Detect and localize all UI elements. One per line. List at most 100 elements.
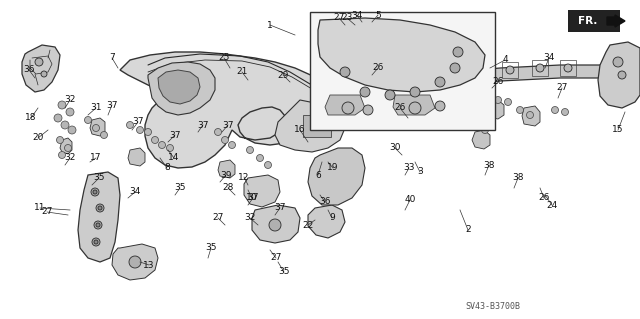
Circle shape [360,87,370,97]
Circle shape [264,161,271,168]
Text: 8: 8 [164,164,170,173]
Circle shape [35,58,43,66]
Circle shape [342,102,354,114]
Polygon shape [342,18,430,88]
Text: 25: 25 [218,54,230,63]
Circle shape [228,142,236,149]
Text: 17: 17 [90,153,102,162]
Bar [303,115,331,137]
Circle shape [340,67,350,77]
Polygon shape [393,95,435,115]
Text: 37: 37 [197,121,209,130]
Polygon shape [158,70,200,104]
Polygon shape [275,100,345,152]
Text: 31: 31 [90,103,102,113]
Circle shape [269,219,281,231]
Text: 27: 27 [42,207,52,217]
Text: 15: 15 [612,125,624,135]
Text: 32: 32 [64,153,76,162]
Circle shape [552,107,559,114]
Text: 34: 34 [543,54,555,63]
Text: 26: 26 [372,63,384,72]
Text: 35: 35 [205,243,217,253]
Circle shape [58,101,66,109]
Circle shape [385,90,395,100]
Text: 1: 1 [267,20,273,29]
Circle shape [561,108,568,115]
Circle shape [96,223,100,227]
Polygon shape [128,148,145,166]
Circle shape [481,127,488,133]
Polygon shape [78,172,120,262]
Circle shape [506,66,514,74]
Circle shape [68,126,76,134]
Text: 37: 37 [247,194,259,203]
Text: 9: 9 [329,213,335,222]
Text: 36: 36 [319,197,331,206]
Text: 36: 36 [23,65,35,75]
Text: 37: 37 [169,130,180,139]
Polygon shape [325,35,350,72]
Circle shape [145,129,152,136]
Text: 3: 3 [417,167,423,176]
Circle shape [504,99,511,106]
Text: 35: 35 [278,268,290,277]
Text: 14: 14 [168,153,180,162]
Text: 19: 19 [327,164,339,173]
Text: 24: 24 [547,201,557,210]
Circle shape [363,105,373,115]
Circle shape [453,47,463,57]
Circle shape [516,107,524,114]
Polygon shape [325,95,365,115]
Circle shape [435,101,445,111]
Text: 26: 26 [492,78,504,86]
Circle shape [92,238,100,246]
Polygon shape [318,18,485,92]
Text: 38: 38 [512,174,524,182]
Circle shape [93,190,97,194]
Circle shape [495,97,502,103]
Circle shape [166,145,173,152]
Text: 37: 37 [106,100,118,109]
Polygon shape [90,118,105,136]
Text: 5: 5 [375,11,381,19]
Circle shape [484,92,492,99]
Circle shape [410,87,420,97]
Circle shape [93,124,99,131]
Circle shape [100,131,108,138]
Circle shape [221,137,228,144]
Text: 10: 10 [246,194,258,203]
Polygon shape [308,205,345,238]
Text: 18: 18 [25,114,36,122]
Bar [310,12,495,130]
Circle shape [129,256,141,268]
Circle shape [450,63,460,73]
Text: 12: 12 [238,173,250,182]
Text: 13: 13 [143,261,155,270]
Text: SV43-B3700B: SV43-B3700B [465,302,520,311]
Circle shape [65,145,72,152]
Polygon shape [522,106,540,126]
Text: 6: 6 [315,170,321,180]
Circle shape [257,154,264,161]
Text: 27: 27 [556,84,568,93]
Circle shape [476,68,484,76]
Text: 27: 27 [333,13,345,23]
Text: 4: 4 [502,56,508,64]
Circle shape [56,137,63,144]
Polygon shape [308,148,365,205]
Text: 27: 27 [270,254,282,263]
Text: 40: 40 [404,196,416,204]
Text: 26: 26 [538,194,550,203]
Polygon shape [218,160,235,178]
Circle shape [388,108,396,115]
Polygon shape [244,175,280,207]
Polygon shape [22,45,60,92]
Text: 37: 37 [132,117,144,127]
Text: 11: 11 [35,204,45,212]
Polygon shape [598,42,640,108]
FancyArrow shape [607,15,625,27]
Polygon shape [120,52,335,168]
Text: 28: 28 [222,183,234,192]
Polygon shape [112,244,158,280]
